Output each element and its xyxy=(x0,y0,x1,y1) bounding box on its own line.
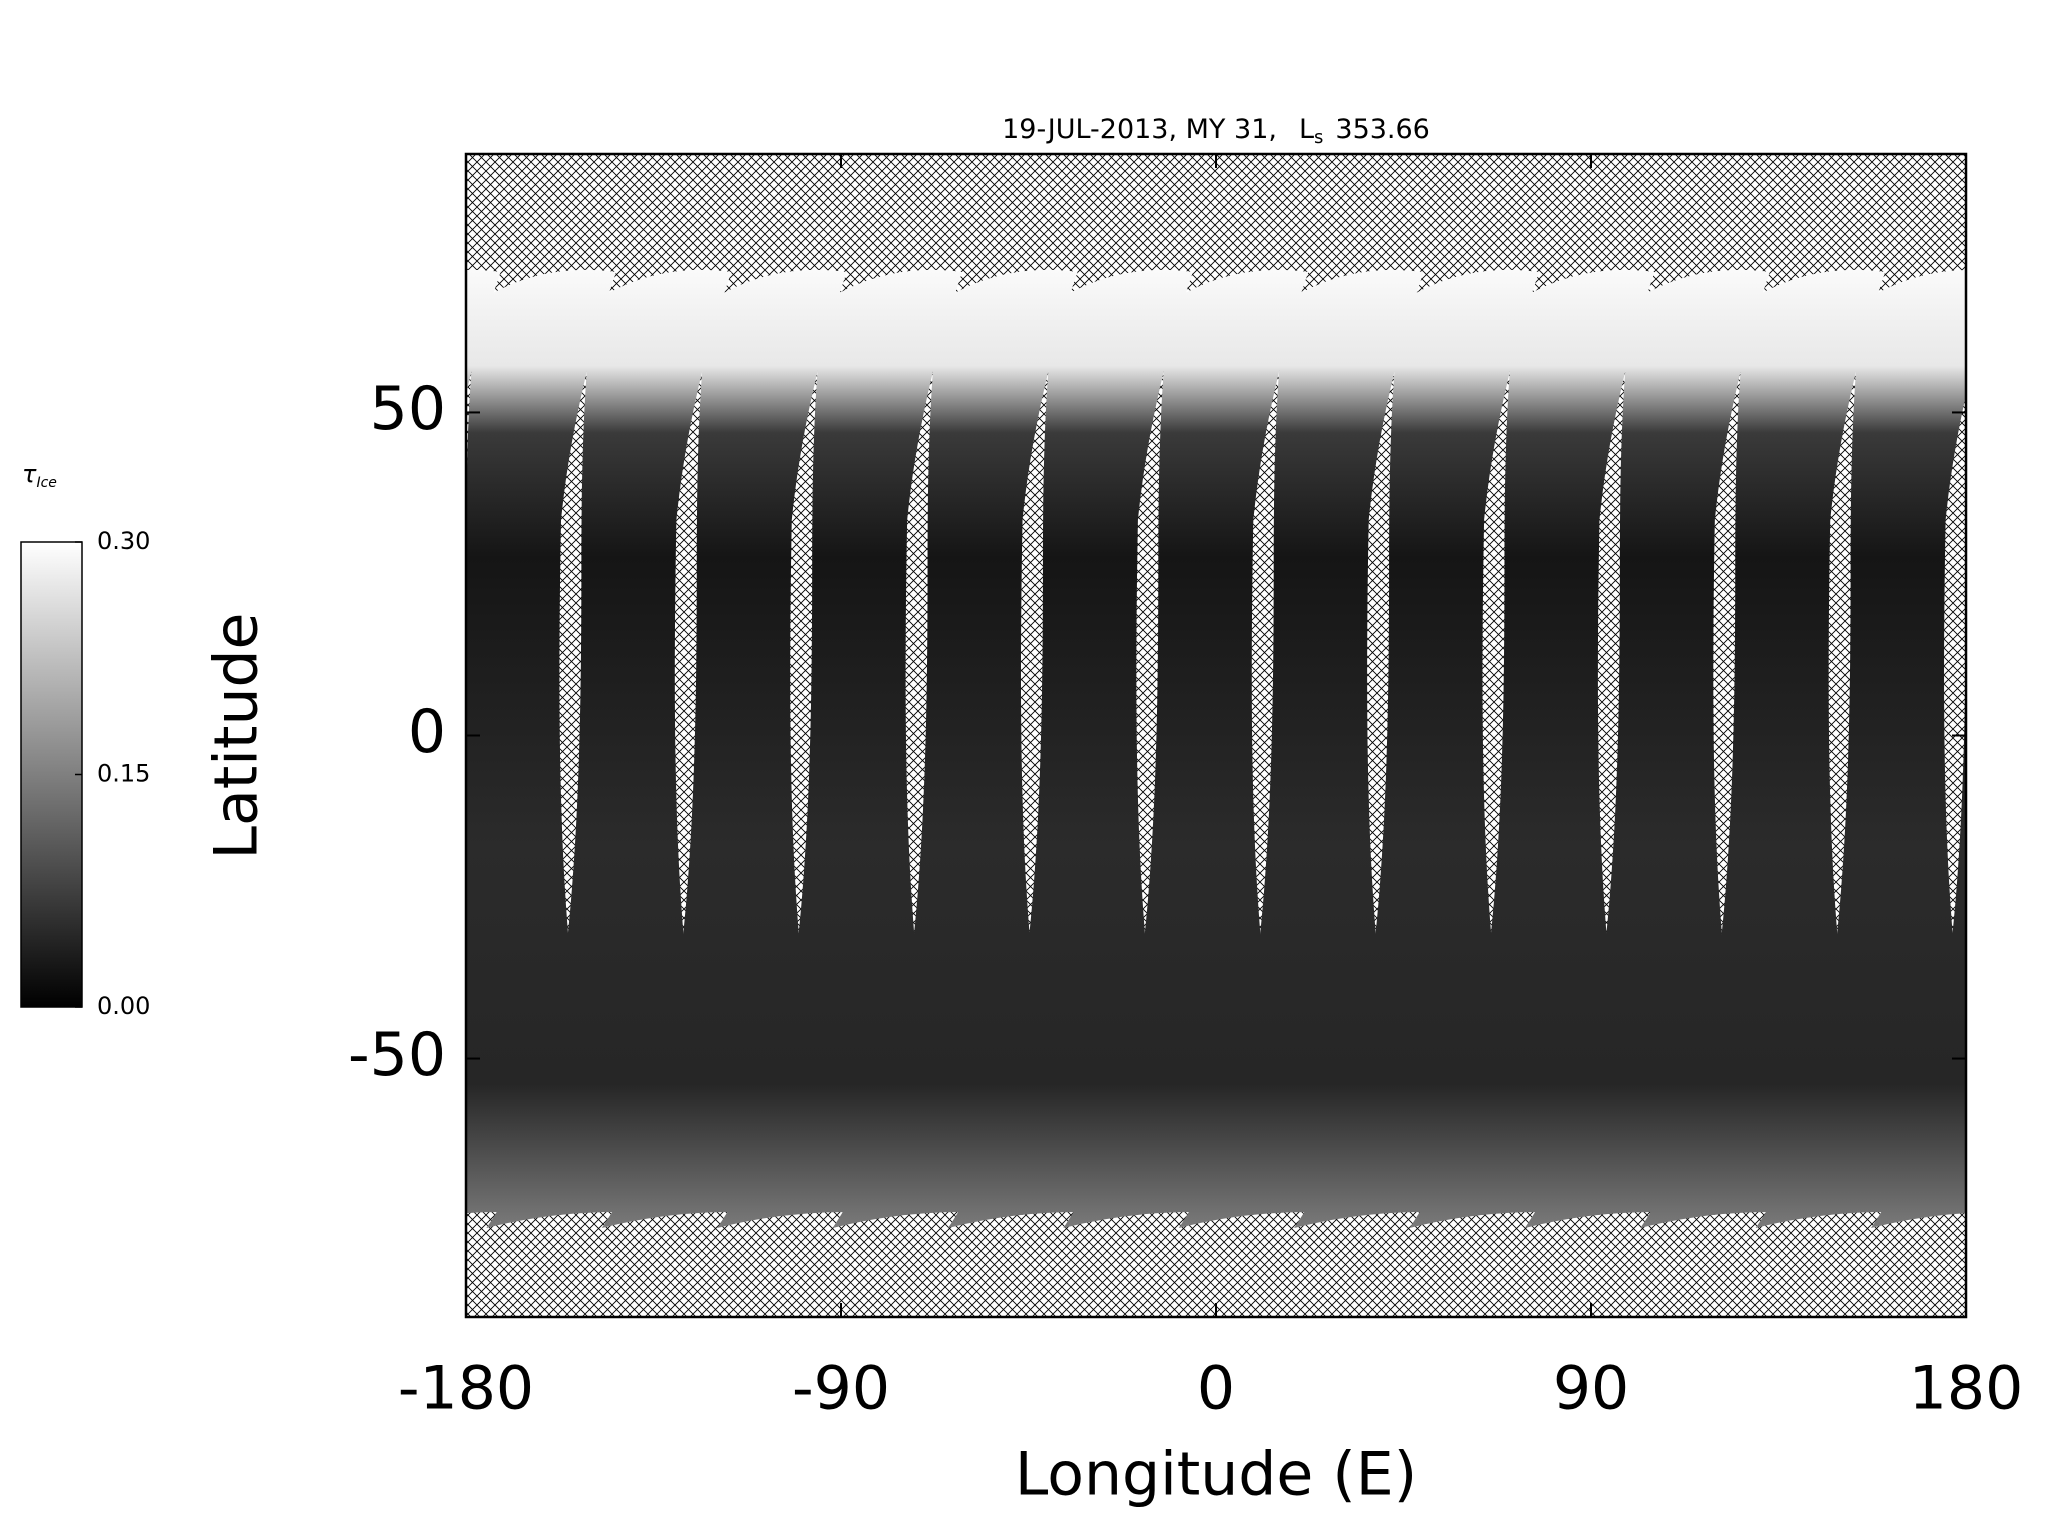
swath xyxy=(1063,269,1309,1229)
y-axis-label: Latitude xyxy=(202,613,272,860)
x-tick-label: 0 xyxy=(1197,1354,1235,1424)
y-tick-label: 0 xyxy=(408,697,446,767)
colorbar-sub: Ice xyxy=(36,475,56,491)
colorbar-tick-label: 0.15 xyxy=(97,760,150,788)
colorbar-tick-label: 0.00 xyxy=(97,992,150,1020)
x-tick-label: 90 xyxy=(1553,1354,1629,1424)
swath xyxy=(1409,269,1655,1229)
x-tick-label: -180 xyxy=(398,1354,534,1424)
colorbar-label: τIce xyxy=(22,460,57,491)
swath xyxy=(601,269,847,1229)
swath xyxy=(1755,270,1966,1228)
x-tick-label: 180 xyxy=(1909,1354,2024,1424)
swath xyxy=(947,269,1193,1229)
swath xyxy=(1178,269,1424,1229)
colorbar-tick-label: 0.30 xyxy=(97,527,150,555)
x-axis-label: Longitude (E) xyxy=(1015,1440,1417,1510)
swath xyxy=(1294,269,1540,1229)
x-tick-label: -90 xyxy=(792,1354,890,1424)
y-tick-label: -50 xyxy=(348,1020,446,1090)
swath xyxy=(717,269,963,1229)
swaths xyxy=(466,269,1966,1229)
chart-title: 19-JUL-2013, MY 31, Ls 353.66 xyxy=(1002,114,1430,149)
title-ls-value: 353.66 xyxy=(1335,114,1429,145)
colorbar-symbol: τ xyxy=(22,460,37,488)
colorbar xyxy=(20,541,83,1008)
title-ls: L xyxy=(1299,114,1314,145)
swath xyxy=(466,270,616,1215)
title-text: 19-JUL-2013, MY 31, xyxy=(1002,114,1277,145)
swath xyxy=(486,269,732,1229)
swath xyxy=(832,269,1078,1229)
y-tick-label: 50 xyxy=(370,374,446,444)
swath xyxy=(1871,560,1966,1228)
swath xyxy=(1640,269,1886,1229)
swath xyxy=(1524,269,1770,1229)
title-ls-sub: s xyxy=(1314,127,1323,148)
